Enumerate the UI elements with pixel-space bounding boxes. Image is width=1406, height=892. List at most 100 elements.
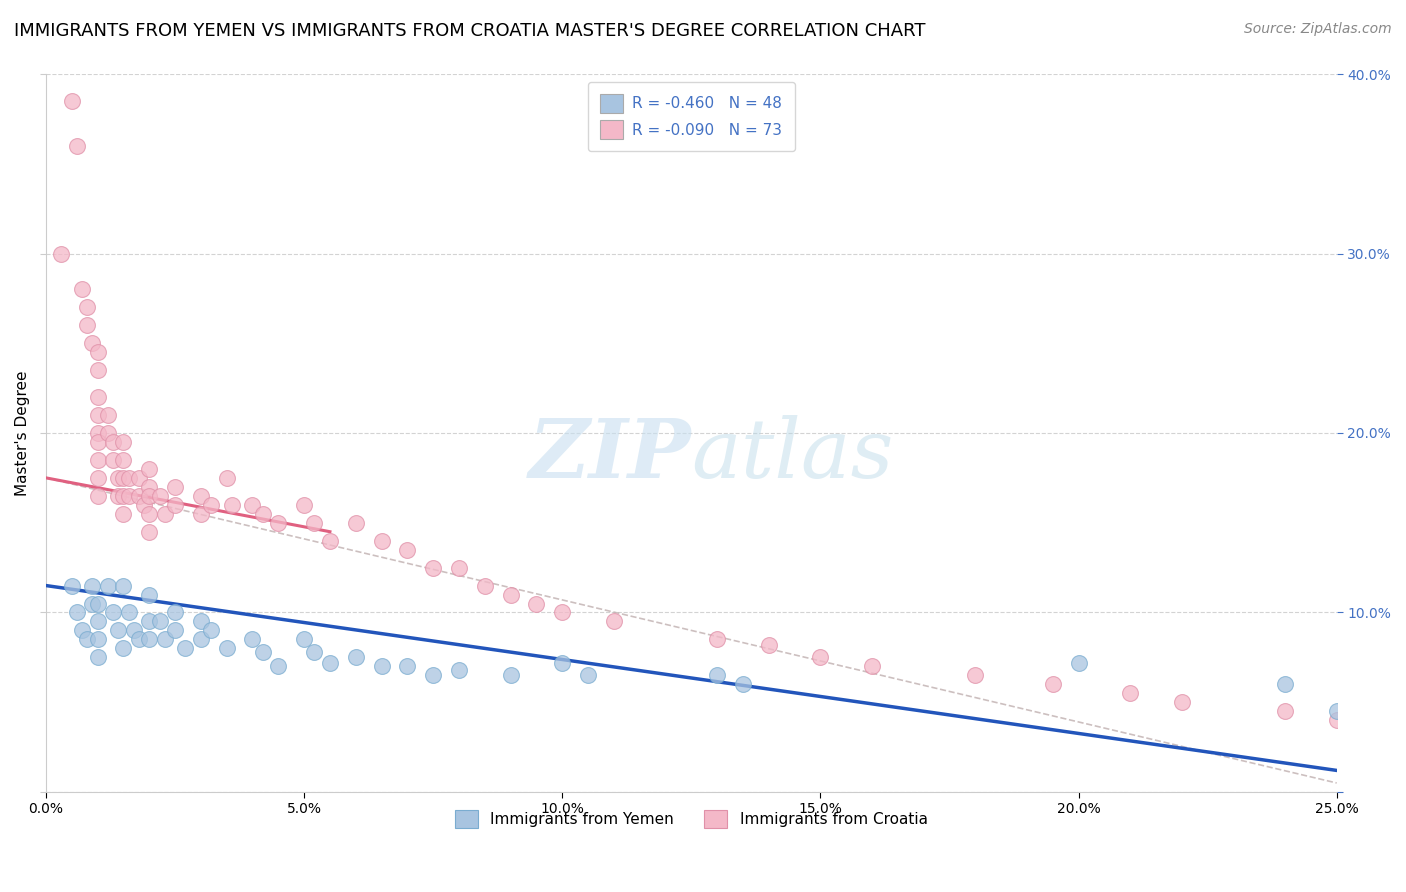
Point bbox=[112, 434, 135, 449]
Point bbox=[1119, 686, 1142, 700]
Point bbox=[138, 615, 160, 629]
Point bbox=[138, 524, 160, 539]
Point bbox=[447, 663, 470, 677]
Point bbox=[252, 507, 274, 521]
Legend: Immigrants from Yemen, Immigrants from Croatia: Immigrants from Yemen, Immigrants from C… bbox=[449, 804, 934, 835]
Point bbox=[122, 624, 145, 638]
Point bbox=[76, 318, 98, 333]
Point bbox=[112, 578, 135, 592]
Point bbox=[474, 578, 496, 592]
Point bbox=[1326, 713, 1348, 727]
Point bbox=[66, 138, 89, 153]
Point bbox=[267, 516, 290, 530]
Point bbox=[76, 632, 98, 647]
Point bbox=[112, 507, 135, 521]
Y-axis label: Master's Degree: Master's Degree bbox=[15, 370, 30, 496]
Point bbox=[86, 363, 108, 377]
Point bbox=[51, 246, 73, 260]
Point bbox=[112, 489, 135, 503]
Point bbox=[112, 641, 135, 656]
Point bbox=[1042, 677, 1064, 691]
Point bbox=[128, 632, 150, 647]
Point bbox=[965, 668, 987, 682]
Point bbox=[97, 425, 120, 440]
Point bbox=[86, 434, 108, 449]
Point bbox=[292, 498, 315, 512]
Point bbox=[1067, 656, 1090, 670]
Point bbox=[860, 659, 883, 673]
Point bbox=[344, 650, 367, 665]
Point bbox=[148, 489, 170, 503]
Point bbox=[370, 659, 392, 673]
Text: atlas: atlas bbox=[692, 415, 894, 494]
Point bbox=[221, 498, 243, 512]
Point bbox=[86, 650, 108, 665]
Point bbox=[138, 489, 160, 503]
Point bbox=[706, 668, 728, 682]
Point bbox=[86, 408, 108, 422]
Point bbox=[215, 641, 238, 656]
Point bbox=[86, 489, 108, 503]
Point bbox=[82, 597, 104, 611]
Point bbox=[86, 425, 108, 440]
Point bbox=[1171, 695, 1194, 709]
Point bbox=[319, 533, 342, 548]
Point bbox=[153, 507, 176, 521]
Point bbox=[153, 632, 176, 647]
Point bbox=[551, 606, 574, 620]
Point bbox=[603, 615, 626, 629]
Point bbox=[138, 588, 160, 602]
Point bbox=[304, 516, 326, 530]
Point bbox=[242, 632, 264, 647]
Point bbox=[174, 641, 197, 656]
Point bbox=[86, 453, 108, 467]
Point bbox=[107, 624, 129, 638]
Point bbox=[447, 560, 470, 574]
Point bbox=[86, 345, 108, 359]
Point bbox=[396, 659, 419, 673]
Point bbox=[758, 638, 780, 652]
Point bbox=[138, 462, 160, 476]
Point bbox=[70, 282, 93, 296]
Point bbox=[163, 480, 186, 494]
Point bbox=[82, 578, 104, 592]
Point bbox=[200, 624, 222, 638]
Point bbox=[190, 632, 212, 647]
Point bbox=[128, 471, 150, 485]
Point bbox=[190, 615, 212, 629]
Point bbox=[292, 632, 315, 647]
Point bbox=[267, 659, 290, 673]
Point bbox=[101, 434, 124, 449]
Point bbox=[128, 489, 150, 503]
Point bbox=[97, 408, 120, 422]
Point bbox=[1326, 704, 1348, 718]
Point bbox=[1274, 704, 1296, 718]
Point bbox=[70, 624, 93, 638]
Point bbox=[576, 668, 599, 682]
Point bbox=[86, 615, 108, 629]
Point bbox=[138, 507, 160, 521]
Point bbox=[76, 301, 98, 315]
Point bbox=[344, 516, 367, 530]
Point bbox=[86, 390, 108, 404]
Point bbox=[252, 645, 274, 659]
Point bbox=[526, 597, 548, 611]
Point bbox=[163, 606, 186, 620]
Point bbox=[499, 588, 522, 602]
Point bbox=[319, 656, 342, 670]
Text: Source: ZipAtlas.com: Source: ZipAtlas.com bbox=[1244, 22, 1392, 37]
Point bbox=[190, 489, 212, 503]
Point bbox=[163, 624, 186, 638]
Point bbox=[242, 498, 264, 512]
Point bbox=[82, 336, 104, 351]
Point bbox=[60, 578, 83, 592]
Point bbox=[117, 606, 139, 620]
Point bbox=[86, 597, 108, 611]
Point bbox=[422, 668, 444, 682]
Point bbox=[422, 560, 444, 574]
Point bbox=[163, 498, 186, 512]
Point bbox=[86, 632, 108, 647]
Text: IMMIGRANTS FROM YEMEN VS IMMIGRANTS FROM CROATIA MASTER'S DEGREE CORRELATION CHA: IMMIGRANTS FROM YEMEN VS IMMIGRANTS FROM… bbox=[14, 22, 925, 40]
Point bbox=[60, 94, 83, 108]
Point bbox=[304, 645, 326, 659]
